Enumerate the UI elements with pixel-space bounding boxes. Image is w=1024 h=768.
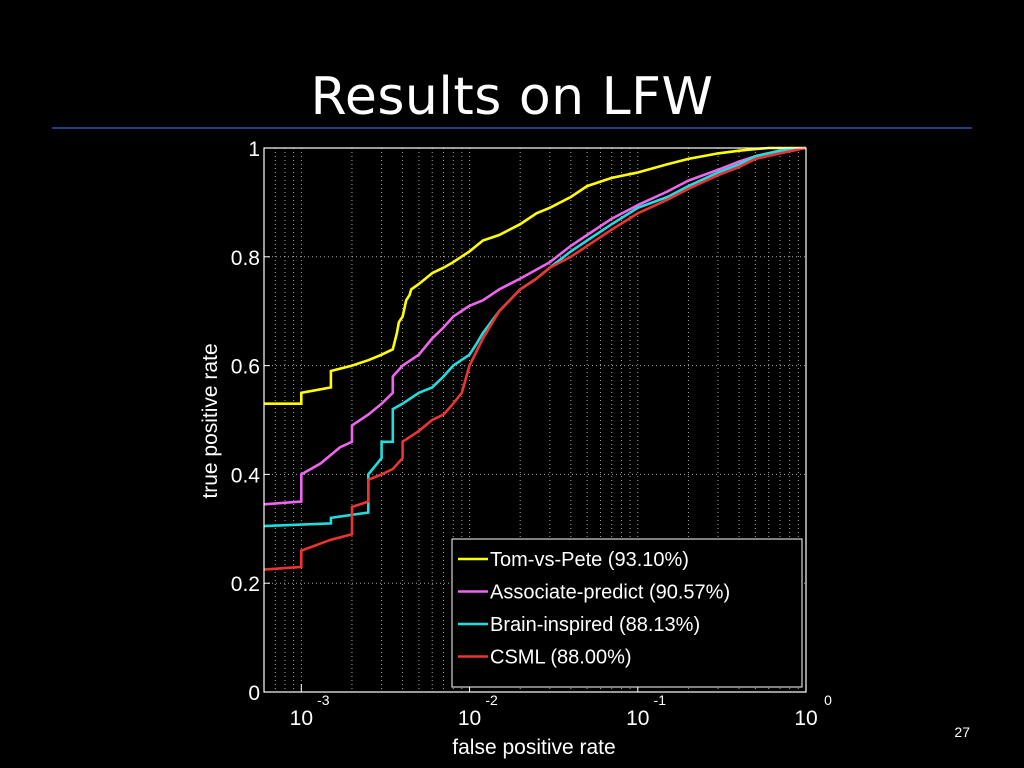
axes bbox=[263, 147, 807, 693]
page-number: 27 bbox=[954, 724, 970, 740]
series-line-4 bbox=[263, 146, 807, 571]
y-tick-label: 0.8 bbox=[231, 247, 260, 270]
legend-entry-label: CSML (88.00%) bbox=[490, 647, 632, 669]
x-tick-exponent: -1 bbox=[654, 692, 667, 708]
legend-entry-label: Brain-inspired (88.13%) bbox=[490, 614, 700, 636]
series-line-1 bbox=[264, 146, 806, 406]
legend: Tom-vs-Pete (93.10%) Associate-predict (9… bbox=[451, 538, 803, 688]
x-tick-label: 10 bbox=[794, 707, 817, 730]
legend-entry-label: Associate-predict (90.57%) bbox=[490, 582, 730, 604]
x-tick-label: 10 bbox=[626, 707, 649, 730]
x-tick-label: 10 bbox=[458, 707, 481, 730]
y-tick-label: 0.6 bbox=[231, 356, 260, 379]
x-axis-label: false positive rate bbox=[452, 736, 615, 759]
x-tick-exponent: 0 bbox=[824, 692, 832, 708]
grid-lines bbox=[263, 147, 806, 693]
y-tick-label: 0.4 bbox=[231, 464, 261, 487]
series-lines bbox=[263, 146, 807, 571]
series-line-2 bbox=[263, 146, 807, 506]
plot-frame bbox=[263, 147, 807, 693]
x-tick-exponent: -2 bbox=[485, 692, 498, 708]
slide-title: Results on LFW bbox=[310, 67, 714, 127]
legend-entry-label: Tom-vs-Pete (93.10%) bbox=[490, 549, 689, 571]
y-tick-label: 1 bbox=[248, 138, 260, 161]
x-tick-label: 10 bbox=[290, 707, 313, 730]
title-divider bbox=[52, 127, 972, 129]
y-tick-label: 0.2 bbox=[231, 573, 260, 596]
series-line-3 bbox=[263, 146, 807, 528]
y-axis-label: true positive rate bbox=[199, 343, 222, 498]
x-tick-exponent: -3 bbox=[317, 692, 330, 708]
legend-box bbox=[451, 538, 803, 688]
y-tick-label: 0 bbox=[248, 682, 260, 705]
